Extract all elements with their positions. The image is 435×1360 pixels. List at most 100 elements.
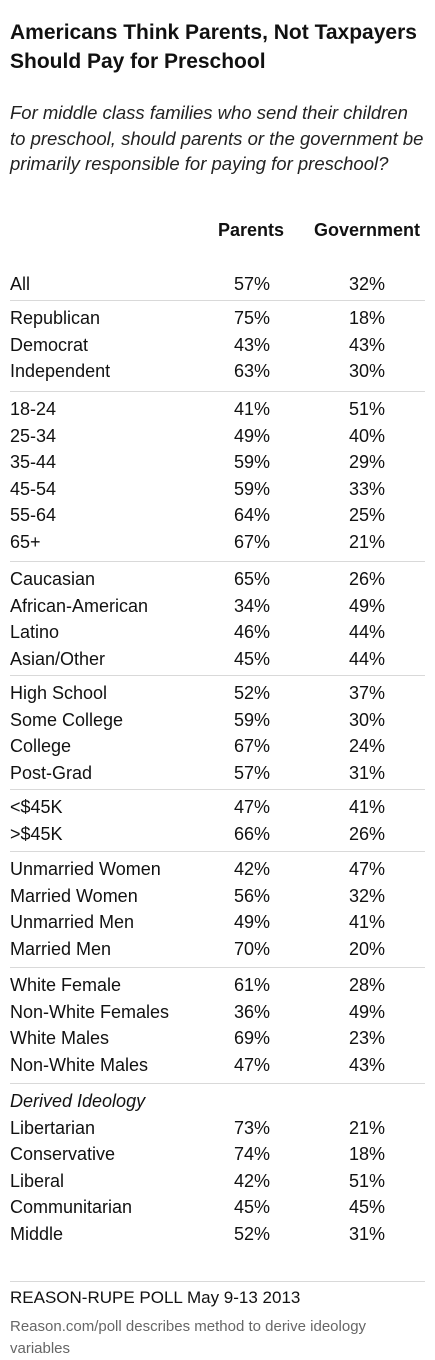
table-row: Republican 75% 18% [0, 306, 435, 330]
government-value: 18% [348, 1144, 385, 1164]
table-row: Non-White Males 47% 43% [0, 1053, 435, 1077]
government-value: 47% [348, 859, 385, 879]
parents-value: 52% [233, 1223, 270, 1244]
group-separator [10, 300, 425, 301]
row-label: Liberal [10, 1170, 65, 1191]
methodology-note: Reason.com/poll describes method to deri… [10, 1318, 367, 1357]
government-value: 28% [348, 975, 385, 995]
government-value: 44% [348, 648, 385, 669]
government-value: 32% [348, 885, 385, 906]
group-separator [10, 1083, 425, 1084]
footer-separator [10, 1281, 425, 1282]
group-heading-label: Derived Ideology [10, 1091, 146, 1111]
government-value: 31% [348, 762, 385, 783]
parents-value: 52% [233, 683, 270, 703]
group-heading: Derived Ideology [0, 1089, 435, 1113]
government-value: 30% [348, 361, 385, 381]
parents-value: 65% [233, 569, 270, 589]
government-value: 41% [348, 797, 385, 817]
parents-value: 63% [233, 361, 270, 381]
column-header-parents: Parents [218, 220, 285, 240]
parents-value: 64% [233, 505, 270, 525]
government-value: 24% [348, 736, 385, 756]
table-row: 18-24 41% 51% [0, 397, 435, 421]
government-value: 26% [348, 823, 385, 844]
government-value: 44% [348, 622, 385, 642]
row-label: 18-24 [10, 399, 57, 419]
table-row: All 57% 32% [0, 272, 435, 296]
table-row: White Males 69% 23% [0, 1026, 435, 1050]
government-value: 41% [348, 912, 385, 932]
government-value: 49% [348, 1001, 385, 1022]
government-value: 43% [348, 334, 385, 355]
table-row: Liberal 42% 51% [0, 1169, 435, 1193]
table-row: 25-34 49% 40% [0, 424, 435, 448]
government-value: 21% [348, 1117, 385, 1138]
government-value: 30% [348, 709, 385, 730]
parents-value: 49% [233, 912, 270, 932]
chart-title: Americans Think Parents, Not Taxpayers S… [10, 21, 417, 73]
source-line: REASON-RUPE POLL May 9-13 2013 [10, 1288, 301, 1307]
row-label: 35-44 [10, 452, 57, 472]
parents-value: 73% [233, 1117, 270, 1138]
parents-value: 67% [233, 736, 270, 756]
table-row: Married Women 56% 32% [0, 884, 435, 908]
parents-value: 46% [233, 622, 270, 642]
government-value: 40% [348, 425, 385, 446]
parents-value: 47% [233, 797, 270, 817]
row-label: Post-Grad [10, 762, 93, 783]
column-header-government: Government [314, 220, 421, 240]
row-label: Some College [10, 709, 124, 730]
parents-value: 42% [233, 1170, 270, 1191]
row-label: Communitarian [10, 1197, 133, 1217]
row-label: Unmarried Women [10, 859, 161, 879]
row-label: Latino [10, 622, 60, 642]
parents-value: 49% [233, 425, 270, 446]
table-row: High School 52% 37% [0, 681, 435, 705]
government-value: 29% [348, 452, 385, 472]
table-row: Post-Grad 57% 31% [0, 761, 435, 785]
row-label: 25-34 [10, 425, 57, 446]
table-row: 35-44 59% 29% [0, 450, 435, 474]
group-separator [10, 561, 425, 562]
government-value: 31% [348, 1223, 385, 1244]
row-label: Non-White Males [10, 1054, 149, 1075]
parents-value: 59% [233, 709, 270, 730]
group-separator [10, 675, 425, 676]
table-row: 65+ 67% 21% [0, 530, 435, 554]
parents-value: 36% [233, 1001, 270, 1022]
government-value: 21% [348, 531, 385, 552]
parents-value: 67% [233, 531, 270, 552]
table-row: Democrat 43% 43% [0, 333, 435, 357]
row-label: Libertarian [10, 1117, 96, 1138]
row-label: <$45K [10, 797, 63, 817]
row-label: Asian/Other [10, 648, 106, 669]
parents-value: 42% [233, 859, 270, 879]
row-label: Caucasian [10, 569, 96, 589]
row-label: White Males [10, 1028, 110, 1048]
row-label: White Female [10, 975, 122, 995]
table-row: Communitarian 45% 45% [0, 1195, 435, 1219]
group-separator [10, 967, 425, 968]
table-row: Middle 52% 31% [0, 1222, 435, 1246]
government-value: 49% [348, 595, 385, 616]
group-separator [10, 851, 425, 852]
row-label: 45-54 [10, 478, 57, 499]
parents-value: 69% [233, 1028, 270, 1048]
parents-value: 43% [233, 334, 270, 355]
table-row: Independent 63% 30% [0, 359, 435, 383]
row-label: Middle [10, 1223, 64, 1244]
government-value: 45% [348, 1197, 385, 1217]
parents-value: 59% [233, 478, 270, 499]
table-row: <$45K 47% 41% [0, 795, 435, 819]
parents-value: 61% [233, 975, 270, 995]
table-row: 45-54 59% 33% [0, 477, 435, 501]
row-label: 55-64 [10, 505, 57, 525]
government-value: 18% [348, 308, 385, 328]
row-label: Non-White Females [10, 1001, 170, 1022]
row-label: African-American [10, 595, 149, 616]
table-row: African-American 34% 49% [0, 594, 435, 618]
table-row: Caucasian 65% 26% [0, 567, 435, 591]
parents-value: 57% [233, 762, 270, 783]
